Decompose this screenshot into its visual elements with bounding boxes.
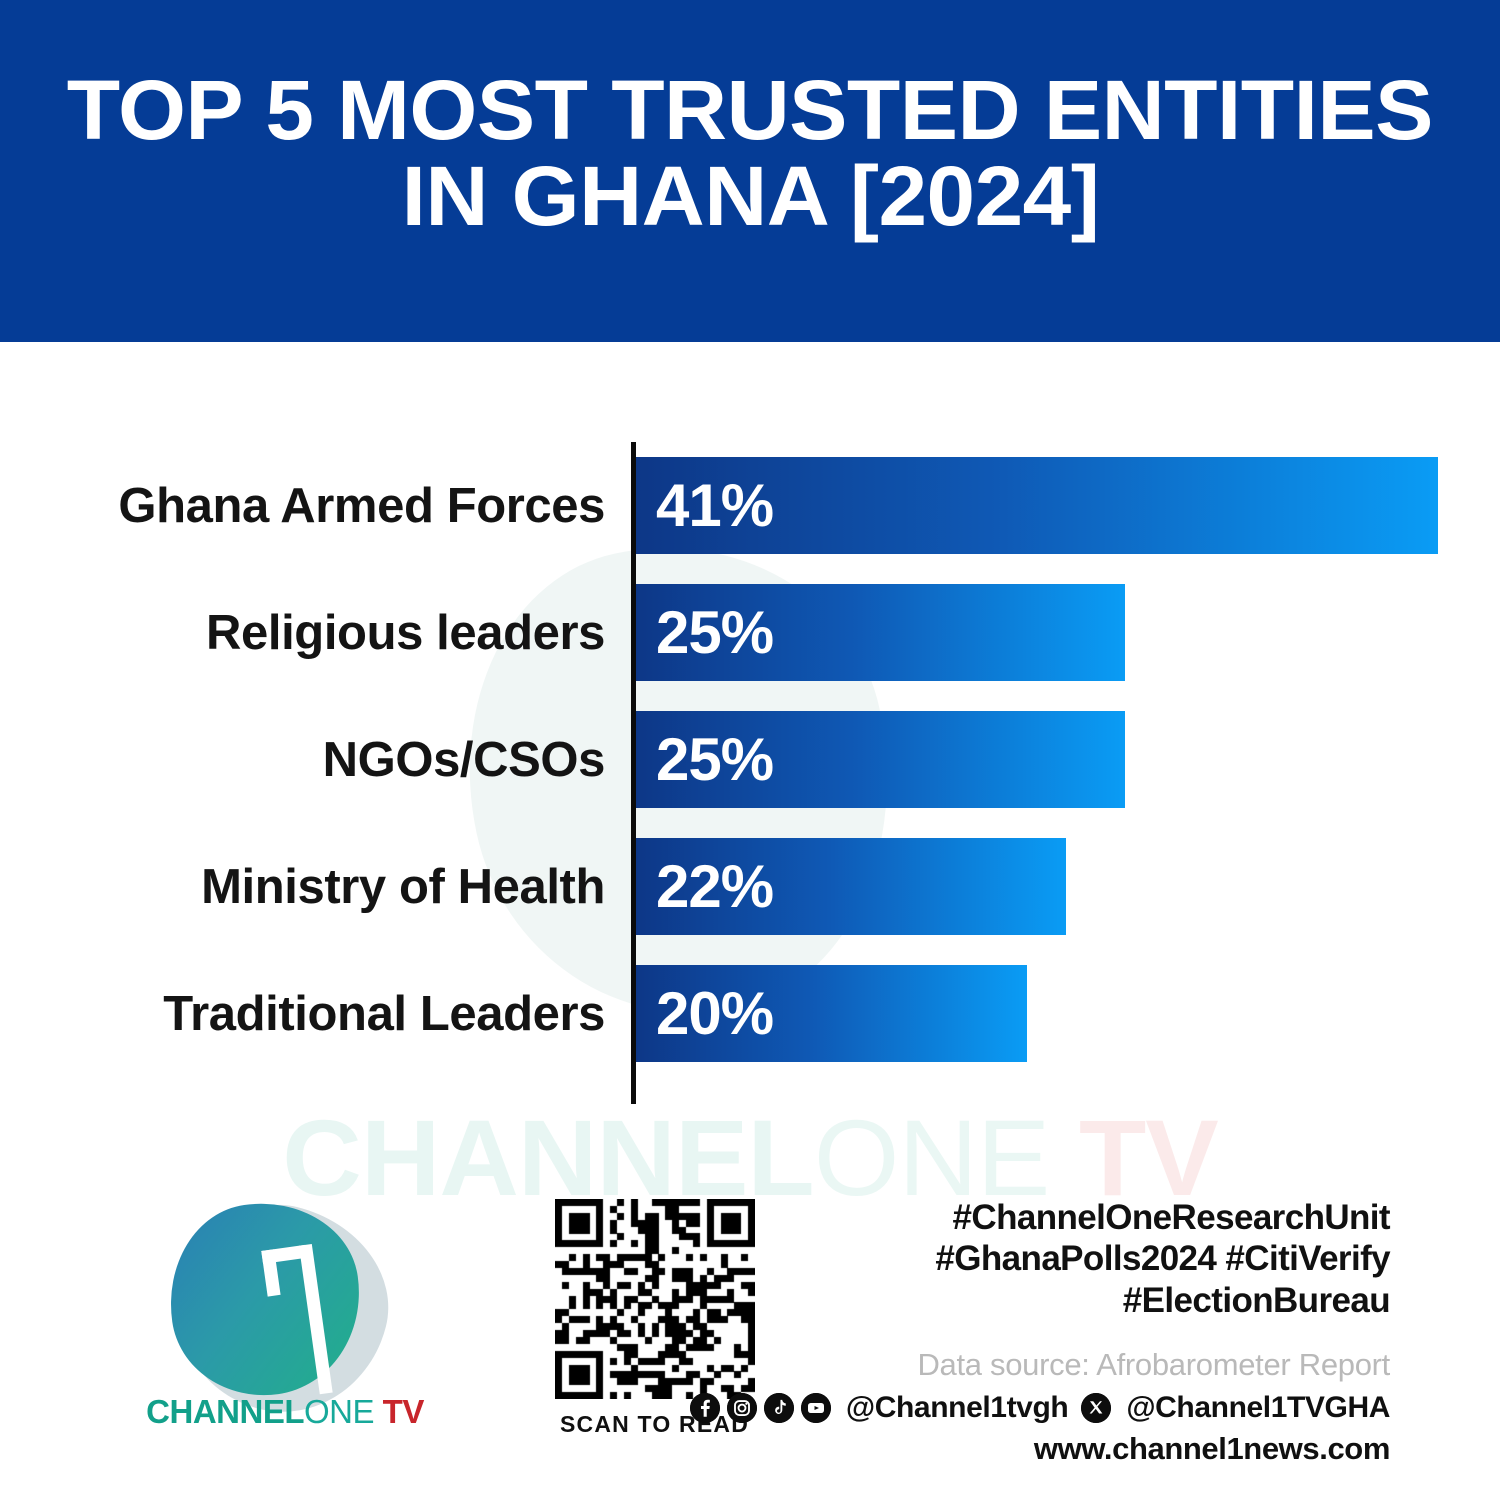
bar-category-label: Traditional Leaders xyxy=(163,986,605,1041)
bar-category-label: Ministry of Health xyxy=(201,859,605,914)
youtube-icon[interactable] xyxy=(800,1392,831,1423)
instagram-icon[interactable] xyxy=(726,1392,757,1423)
bar-row: NGOs/CSOs 25% xyxy=(0,711,1500,808)
bar-row: Traditional Leaders 20% xyxy=(0,965,1500,1062)
hashtag-line: #GhanaPolls2024 #CitiVerify xyxy=(935,1239,1390,1279)
bar-value-label: 41% xyxy=(656,471,774,539)
social-handle-x[interactable]: @Channel1TVGHA xyxy=(1126,1390,1390,1424)
footer: CHANNELONE TV SCAN TO READ #ChannelOneRe… xyxy=(0,1185,1500,1475)
bar-track: 22% xyxy=(636,838,1067,935)
bar-track: 25% xyxy=(636,584,1126,681)
bar-row: Ministry of Health 22% xyxy=(0,838,1500,935)
bar-track: 41% xyxy=(636,457,1438,554)
bar-track: 25% xyxy=(636,711,1126,808)
website-url[interactable]: www.channel1news.com xyxy=(1033,1430,1390,1466)
header-banner: TOP 5 MOST TRUSTED ENTITIES IN GHANA [20… xyxy=(0,0,1500,342)
bar-category-label: NGOs/CSOs xyxy=(322,732,606,787)
logo-word-channel: CHANNEL xyxy=(146,1393,304,1430)
hashtag-line: #ChannelOneResearchUnit xyxy=(952,1198,1391,1237)
bar-value-label: 20% xyxy=(656,979,774,1047)
x-icon[interactable] xyxy=(1081,1392,1112,1423)
channel-one-logo: CHANNELONE TV xyxy=(120,1185,450,1445)
bar-row: Religious leaders 25% xyxy=(0,584,1500,681)
watermark-part-3: TV xyxy=(1049,1097,1219,1218)
logo-blob-icon xyxy=(157,1190,373,1408)
bar-fill: 25% xyxy=(636,584,1126,681)
chart-axis-line xyxy=(631,442,636,1104)
logo-numeral-one-icon xyxy=(261,1241,353,1400)
page-title-line-2: IN GHANA [2024] xyxy=(401,149,1099,243)
bar-category-label: Ghana Armed Forces xyxy=(118,478,605,533)
bar-fill: 22% xyxy=(636,838,1067,935)
footer-info-block: #ChannelOneResearchUnit #GhanaPolls2024 … xyxy=(689,1197,1391,1467)
social-handle-main[interactable]: @Channel1tvgh xyxy=(845,1390,1069,1424)
logo-word-one: ONE xyxy=(303,1393,375,1430)
bar-category-label: Religious leaders xyxy=(206,605,605,660)
social-handles-row: @Channel1tvgh @Channel1TVGHA xyxy=(689,1390,1390,1425)
qr-code-block[interactable]: SCAN TO READ xyxy=(547,1199,762,1438)
bar-value-label: 22% xyxy=(656,852,774,920)
data-source-text: Data source: Afrobarometer Report xyxy=(917,1346,1390,1382)
bar-row: Ghana Armed Forces 41% xyxy=(0,457,1500,554)
qr-code-image[interactable] xyxy=(554,1199,755,1399)
bar-track: 20% xyxy=(636,965,1028,1062)
bar-fill: 41% xyxy=(636,457,1438,554)
watermark-part-2: ONE xyxy=(813,1097,1051,1218)
hashtag-line: #ElectionBureau xyxy=(1122,1280,1391,1320)
bar-fill: 20% xyxy=(636,965,1028,1062)
facebook-icon[interactable] xyxy=(689,1392,720,1423)
watermark-part-1: CHANNEL xyxy=(282,1097,814,1218)
background-watermark: CHANNELONE TV xyxy=(0,1095,1500,1220)
logo-wordmark: CHANNELONE TV xyxy=(120,1393,450,1431)
bar-fill: 25% xyxy=(636,711,1126,808)
bar-value-label: 25% xyxy=(656,725,774,793)
bar-value-label: 25% xyxy=(656,598,774,666)
page-title-line-1: TOP 5 MOST TRUSTED ENTITIES xyxy=(66,63,1434,158)
bar-chart: Ghana Armed Forces 41% Religious leaders… xyxy=(0,436,1500,1108)
tiktok-icon[interactable] xyxy=(763,1392,794,1423)
logo-word-tv: TV xyxy=(374,1393,425,1430)
